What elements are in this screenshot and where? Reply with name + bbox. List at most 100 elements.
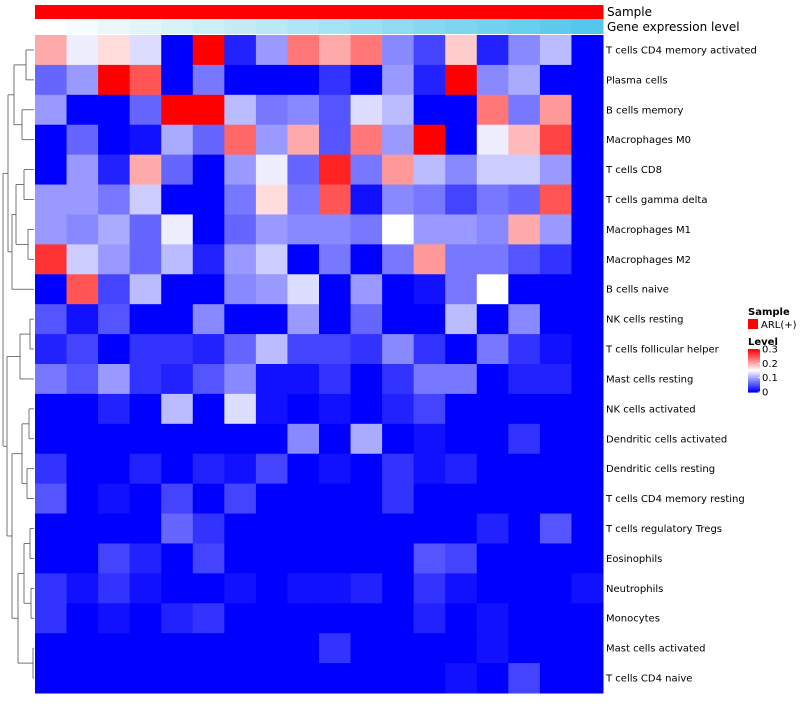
heatmap-cell (476, 214, 509, 245)
row-label: B cells naive (606, 285, 669, 296)
heatmap-cell (476, 304, 509, 335)
heatmap-cell (476, 543, 509, 574)
heatmap-cell (192, 393, 225, 425)
heatmap-cell (192, 124, 225, 156)
heatmap-cell (319, 543, 352, 574)
heatmap-cell (192, 543, 225, 574)
heatmap-cell (539, 453, 572, 485)
sample-annotation-cell (35, 5, 68, 19)
legend-level-gradient-step (748, 354, 760, 356)
heatmap-cell (35, 543, 68, 574)
legend-level-title: Level (748, 337, 778, 348)
row-label: T cells CD4 memory activated (605, 45, 757, 56)
expression-track-label: Gene expression level (607, 20, 740, 34)
heatmap-cell (287, 543, 320, 574)
heatmap-cell (98, 304, 131, 335)
heatmap-cell (476, 633, 509, 664)
heatmap-cell (161, 513, 194, 544)
heatmap-cell (508, 573, 541, 604)
heatmap-cell (382, 244, 415, 275)
legend-level-gradient-step (748, 364, 760, 366)
heatmap-cell (66, 244, 99, 275)
heatmap-cell (476, 274, 509, 305)
legend-level-gradient-step (748, 353, 760, 355)
expression-annotation-cell (224, 19, 257, 34)
heatmap-cell (571, 364, 604, 395)
expression-annotation-cell (98, 19, 131, 34)
heatmap-cell (129, 364, 162, 395)
heatmap-cell (508, 423, 541, 455)
heatmap-cell (98, 94, 131, 126)
legend-level-gradient-step (748, 388, 760, 390)
heatmap-cell (161, 304, 194, 335)
heatmap-cell (224, 453, 257, 485)
heatmap-cell (98, 393, 131, 425)
row-label: B cells memory (606, 105, 683, 116)
heatmap-cell (255, 633, 288, 664)
heatmap-cell (571, 573, 604, 604)
legend-level-gradient-step (748, 366, 760, 368)
heatmap-cell (98, 124, 131, 156)
heatmap-cell (382, 35, 415, 66)
heatmap-cell (255, 154, 288, 186)
heatmap-cell (445, 513, 478, 544)
heatmap-cell (98, 543, 131, 574)
heatmap-cell (35, 483, 68, 515)
heatmap-cell (287, 603, 320, 634)
legend-level-gradient-step (748, 352, 760, 354)
heatmap-cell (161, 94, 194, 126)
heatmap-cell (35, 334, 68, 365)
sample-annotation-cell (129, 5, 162, 19)
expression-annotation-cell (571, 19, 604, 34)
legend-level-gradient-step (748, 382, 760, 384)
heatmap-cell (413, 573, 446, 604)
heatmap-cell (508, 603, 541, 634)
legend-level-gradient-step (748, 363, 760, 365)
legend-level-gradient-step (748, 381, 760, 383)
heatmap-cell (161, 124, 194, 156)
heatmap-cell (571, 274, 604, 305)
heatmap-cell (161, 573, 194, 604)
heatmap-cell (508, 633, 541, 664)
heatmap-cell (66, 393, 99, 425)
heatmap-cell (413, 304, 446, 335)
heatmap-cell (539, 64, 572, 96)
heatmap-cell (161, 543, 194, 574)
heatmap-cell (539, 603, 572, 634)
expression-annotation-cell (255, 19, 288, 34)
heatmap-cell (255, 184, 288, 215)
expression-annotation-cell (129, 19, 162, 34)
heatmap-cell (508, 453, 541, 485)
heatmap-cell (413, 35, 446, 66)
heatmap-cell (129, 633, 162, 664)
sample-annotation-cell (192, 5, 225, 19)
heatmap-cell (98, 274, 131, 305)
heatmap-cell (98, 334, 131, 365)
row-labels: T cells CD4 memory activated Plasma cells… (605, 45, 757, 684)
heatmap-cell (255, 304, 288, 335)
sample-annotation-cell (382, 5, 415, 19)
heatmap-cell (255, 244, 288, 275)
heatmap-cell (539, 304, 572, 335)
heatmap-cell (224, 603, 257, 634)
heatmap-cell (161, 603, 194, 634)
heatmap-cell (382, 633, 415, 664)
heatmap-cell (224, 423, 257, 455)
heatmap-cell (129, 35, 162, 66)
heatmap-cell (287, 573, 320, 604)
heatmap-cell (350, 573, 383, 604)
heatmap-cell (319, 244, 352, 275)
heatmap-cell (129, 543, 162, 574)
heatmap-cell (255, 423, 288, 455)
heatmap-cell (35, 663, 68, 694)
heatmap-cell (350, 124, 383, 156)
heatmap-cell (161, 483, 194, 515)
heatmap-cell (224, 64, 257, 96)
heatmap-cell (350, 304, 383, 335)
heatmap-cell (539, 543, 572, 574)
heatmap-cell (129, 663, 162, 694)
heatmap-cell (350, 453, 383, 485)
heatmap-cell (66, 423, 99, 455)
expression-annotation-cell (66, 19, 99, 34)
heatmap-cell (319, 124, 352, 156)
